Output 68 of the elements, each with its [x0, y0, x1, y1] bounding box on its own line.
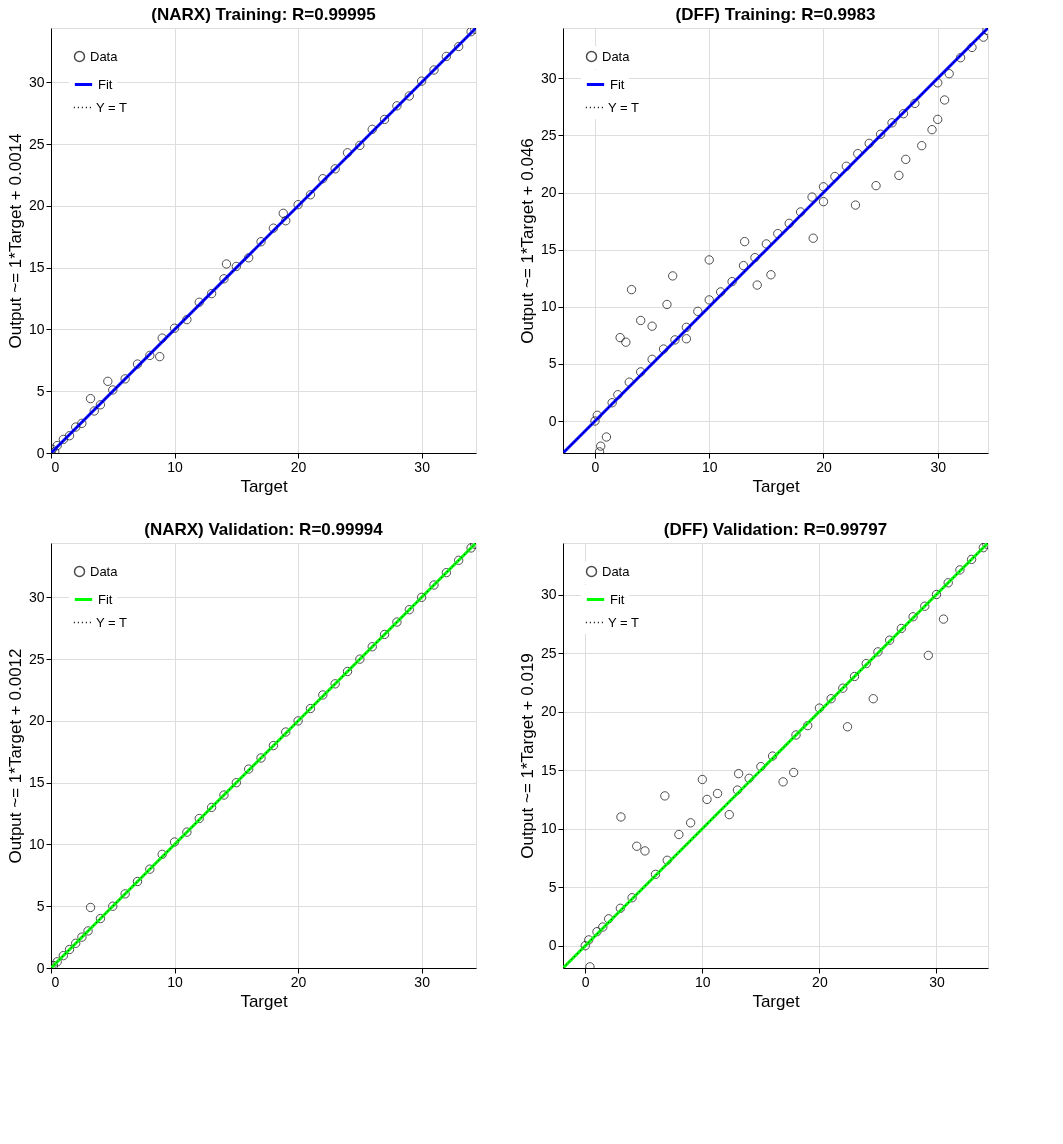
x-tick-label: 30	[414, 973, 431, 990]
y-tick-label: 10	[540, 298, 557, 315]
y-tick-label: 0	[36, 959, 45, 976]
y-tick-label: 5	[36, 382, 45, 399]
x-tick-label: 10	[701, 458, 718, 475]
x-tick-label: 20	[290, 973, 307, 990]
y-tick-label: 25	[540, 644, 557, 661]
x-tick-label: 20	[812, 973, 828, 990]
y-tick-label: 15	[540, 761, 557, 778]
x-tick-label: 20	[816, 458, 832, 475]
x-tick-label: 10	[695, 973, 711, 990]
y-tick-label: 25	[28, 650, 45, 667]
y-tick-label: 20	[28, 197, 45, 214]
legend-label: Data	[90, 48, 119, 64]
x-tick-label: 0	[51, 973, 60, 990]
x-tick-label: 10	[167, 973, 184, 990]
y-tick-label: 10	[28, 320, 45, 337]
y-axis-title: Output ~= 1*Target + 0.0012	[5, 648, 25, 864]
y-axis-title: Output ~= 1*Target + 0.019	[517, 653, 537, 859]
legend-label: Fit	[610, 591, 625, 607]
y-tick-label: 5	[548, 355, 557, 372]
legend-label: Fit	[98, 591, 113, 607]
x-tick-label: 20	[290, 458, 307, 475]
legend-label: Y = T	[608, 99, 640, 115]
legend-label: Data	[90, 563, 119, 579]
y-tick-label: 30	[28, 73, 45, 90]
y-tick-label: 20	[28, 712, 45, 729]
legend-label: Fit	[98, 76, 113, 92]
y-tick-label: 30	[28, 588, 45, 605]
x-axis-title: Target	[240, 476, 288, 496]
y-axis-title: Output ~= 1*Target + 0.0014	[5, 133, 25, 349]
x-axis-title: Target	[240, 991, 288, 1011]
y-tick-label: 20	[540, 703, 557, 720]
y-tick-label: 25	[28, 135, 45, 152]
x-tick-label: 0	[581, 973, 590, 990]
legend-label: Data	[602, 48, 631, 64]
x-tick-label: 0	[51, 458, 60, 475]
legend-label: Y = T	[608, 614, 640, 630]
y-tick-label: 5	[548, 878, 557, 895]
x-axis-title: Target	[752, 476, 800, 496]
legend-label: Y = T	[96, 99, 128, 115]
legend-label: Fit	[610, 76, 625, 92]
y-tick-label: 15	[28, 259, 45, 276]
chart-title: (DFF) Training: R=0.9983	[675, 5, 876, 24]
y-tick-label: 20	[540, 184, 557, 201]
y-tick-label: 5	[36, 897, 45, 914]
legend-label: Y = T	[96, 614, 128, 630]
x-tick-label: 30	[929, 973, 945, 990]
chart-title: (DFF) Validation: R=0.99797	[663, 520, 888, 539]
chart-title: (NARX) Validation: R=0.99994	[144, 520, 384, 539]
x-tick-label: 0	[591, 458, 600, 475]
x-axis-title: Target	[752, 991, 800, 1011]
y-tick-label: 0	[36, 444, 45, 461]
y-tick-label: 10	[28, 835, 45, 852]
legend-label: Data	[602, 563, 631, 579]
x-tick-label: 30	[930, 458, 947, 475]
y-tick-label: 0	[548, 937, 557, 954]
chart-title: (NARX) Training: R=0.99995	[151, 5, 376, 24]
y-tick-label: 0	[548, 412, 557, 429]
y-tick-label: 25	[540, 126, 557, 143]
y-tick-label: 10	[540, 820, 557, 837]
y-axis-title: Output ~= 1*Target + 0.046	[517, 138, 537, 344]
y-tick-label: 30	[540, 69, 557, 86]
y-tick-label: 30	[540, 586, 557, 603]
y-tick-label: 15	[540, 241, 557, 258]
y-tick-label: 15	[28, 774, 45, 791]
x-tick-label: 30	[414, 458, 431, 475]
x-tick-label: 10	[167, 458, 184, 475]
